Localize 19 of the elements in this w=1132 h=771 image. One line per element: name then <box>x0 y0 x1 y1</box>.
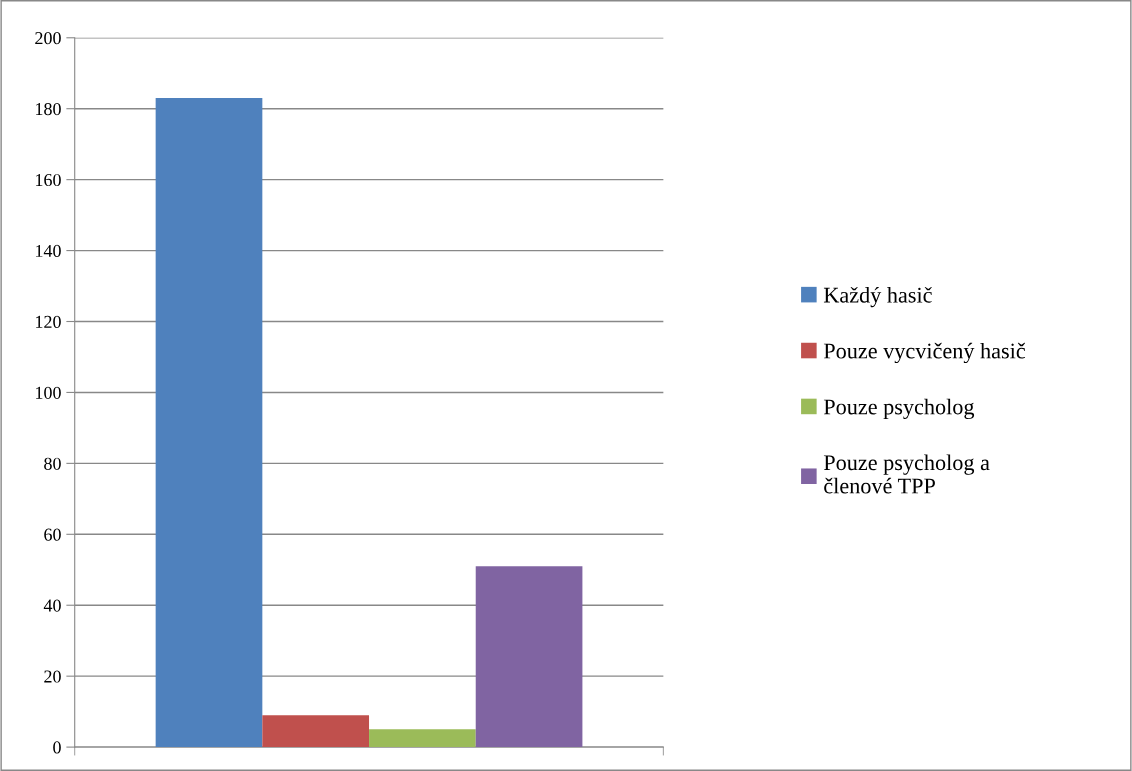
y-tick-label: 200 <box>35 32 61 45</box>
bar <box>155 98 263 748</box>
bar <box>475 566 583 748</box>
y-tick-label: 120 <box>36 315 61 328</box>
y-tick-label: 100 <box>36 386 61 399</box>
legend-label: Pouze psycholog a členové TPP <box>823 454 990 494</box>
y-tick-label: 0 <box>53 741 61 754</box>
y-tick-label: 40 <box>43 599 61 612</box>
bar <box>262 715 370 748</box>
legend-label: Pouze vycvičený hasič <box>823 342 1026 364</box>
y-tick-label: 140 <box>36 244 61 258</box>
y-tick-label: 160 <box>36 173 61 187</box>
y-tick-label: 20 <box>44 670 61 683</box>
y-tick-label: 180 <box>36 102 61 116</box>
y-tick-label: 80 <box>44 457 61 470</box>
legend-label: Pouze psycholog <box>823 398 975 420</box>
bar <box>369 729 476 748</box>
y-tick-label: 60 <box>44 528 61 541</box>
legend-label: Každý hasič <box>823 286 932 308</box>
